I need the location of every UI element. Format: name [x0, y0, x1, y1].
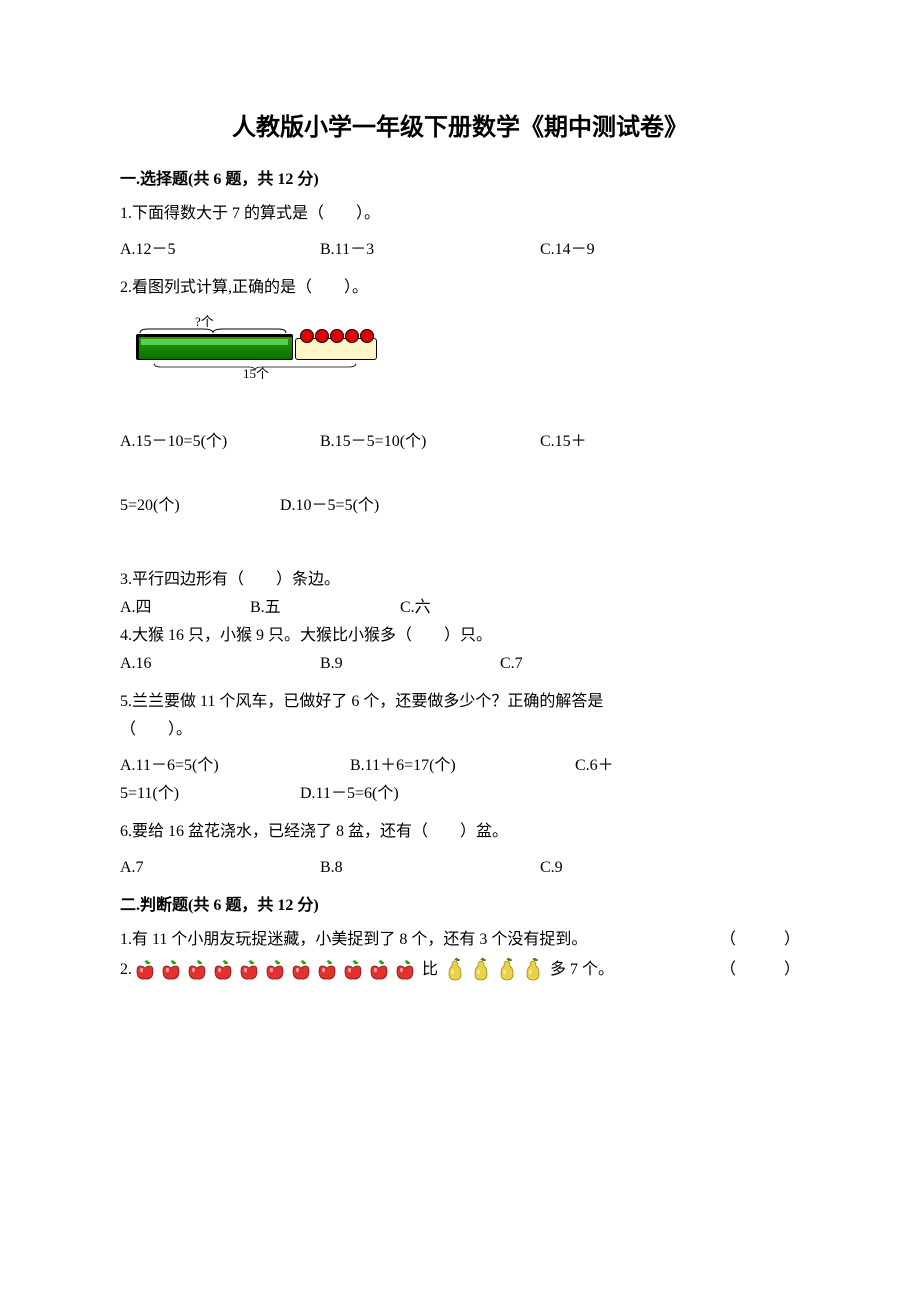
q6-options: A.7 B.8 C.9	[120, 856, 800, 880]
q5-text-l2: （ ）。	[120, 718, 800, 742]
pear-icon	[496, 958, 518, 982]
q4-opt-b: B.9	[320, 652, 500, 676]
q2-opt-a: A.15－10=5(个)	[120, 430, 320, 454]
q2-ball-1	[300, 329, 314, 343]
q6-opt-b: B.8	[320, 856, 540, 880]
apple-icon	[316, 959, 338, 981]
q2-ball-4	[345, 329, 359, 343]
apple-icon	[368, 959, 390, 981]
pear-icon	[444, 958, 466, 982]
tf-q2-pears	[442, 958, 546, 982]
q5-opt-d: D.11－5=6(个)	[300, 782, 399, 806]
q2-fig-green-bar	[136, 334, 293, 360]
section1-header: 一.选择题(共 6 题，共 12 分)	[120, 168, 800, 192]
page-title: 人教版小学一年级下册数学《期中测试卷》	[120, 110, 800, 146]
tf-q1-text: 1.有 11 个小朋友玩捉迷藏，小美捉到了 8 个，还有 3 个没有捉到。	[120, 928, 587, 952]
exam-page: 人教版小学一年级下册数学《期中测试卷》 一.选择题(共 6 题，共 12 分) …	[0, 0, 920, 1302]
pear-icon	[522, 958, 544, 982]
q3-opt-a: A.四	[120, 596, 250, 620]
pear-icon	[470, 958, 492, 982]
section2-header: 二.判断题(共 6 题，共 12 分)	[120, 894, 800, 918]
q1-opt-a: A.12－5	[120, 238, 320, 262]
q5-opt-b: B.11＋6=17(个)	[350, 754, 575, 778]
q6-opt-a: A.7	[120, 856, 320, 880]
q4-options: A.16 B.9 C.7	[120, 652, 800, 676]
q5-text-l1: 5.兰兰要做 11 个风车，已做好了 6 个，还要做多少个？正确的解答是	[120, 690, 800, 714]
q2-options-row1: A.15－10=5(个) B.15－5=10(个) C.15＋	[120, 430, 800, 454]
q3-text: 3.平行四边形有（ ）条边。	[120, 568, 800, 592]
q5-opt-c: C.6＋	[575, 754, 614, 778]
q1-opt-c: C.14－9	[540, 238, 595, 262]
q3-opt-c: C.六	[400, 596, 431, 620]
apple-icon	[134, 959, 156, 981]
tf-q1: 1.有 11 个小朋友玩捉迷藏，小美捉到了 8 个，还有 3 个没有捉到。 （ …	[120, 928, 800, 952]
q2-ball-2	[315, 329, 329, 343]
q1-options: A.12－5 B.11－3 C.14－9	[120, 238, 800, 262]
tf-q2: 2.	[120, 958, 800, 982]
q5-opt-c-cont: 5=11(个)	[120, 782, 300, 806]
q1-opt-b: B.11－3	[320, 238, 540, 262]
q2-options-row2: 5=20(个) D.10－5=5(个)	[120, 494, 800, 518]
q6-opt-c: C.9	[540, 856, 563, 880]
q2-opt-c-cont: 5=20(个)	[120, 494, 280, 518]
apple-icon	[264, 959, 286, 981]
tf-q1-blank: （ ）	[720, 928, 800, 952]
q2-ball-5	[360, 329, 374, 343]
apple-icon	[160, 959, 182, 981]
q2-ball-3	[330, 329, 344, 343]
tf-q2-apples	[132, 958, 418, 982]
q2-figure: ?个 15个	[120, 312, 800, 396]
q3-options: A.四 B.五 C.六	[120, 596, 800, 620]
tf-q2-prefix: 2.	[120, 958, 132, 982]
apple-icon	[238, 959, 260, 981]
apple-icon	[394, 959, 416, 981]
tf-q2-suffix: 多 7 个。	[550, 958, 614, 982]
q2-opt-d: D.10－5=5(个)	[280, 494, 379, 518]
apple-icon	[290, 959, 312, 981]
tf-q2-blank: （ ）	[720, 958, 800, 982]
apple-icon	[212, 959, 234, 981]
apple-icon	[186, 959, 208, 981]
q3-opt-b: B.五	[250, 596, 400, 620]
q2-fig-bottom-label: 15个	[140, 364, 372, 384]
q5-options-row1: A.11－6=5(个) B.11＋6=17(个) C.6＋	[120, 754, 800, 778]
q5-options-row2: 5=11(个) D.11－5=6(个)	[120, 782, 800, 806]
q2-opt-b: B.15－5=10(个)	[320, 430, 540, 454]
tf-q2-mid: 比	[422, 958, 438, 982]
q2-text: 2.看图列式计算,正确的是（ ）。	[120, 276, 800, 300]
q2-fig-tray	[295, 338, 377, 360]
q4-opt-c: C.7	[500, 652, 523, 676]
q4-opt-a: A.16	[120, 652, 320, 676]
q4-text: 4.大猴 16 只，小猴 9 只。大猴比小猴多（ ）只。	[120, 624, 800, 648]
q5-opt-a: A.11－6=5(个)	[120, 754, 350, 778]
q1-text: 1.下面得数大于 7 的算式是（ ）。	[120, 202, 800, 226]
q2-opt-c: C.15＋	[540, 430, 587, 454]
q6-text: 6.要给 16 盆花浇水，已经浇了 8 盆，还有（ ）盆。	[120, 820, 800, 844]
apple-icon	[342, 959, 364, 981]
